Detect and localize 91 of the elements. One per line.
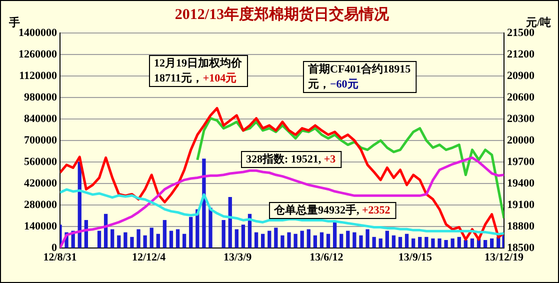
bar bbox=[490, 238, 494, 248]
y2-axis-title: 元/吨 bbox=[524, 16, 551, 29]
bar bbox=[182, 234, 186, 248]
y-tick-label: 280000 bbox=[24, 198, 58, 211]
annotation: 仓单总量94932手, +2352 bbox=[273, 203, 391, 216]
bar bbox=[470, 238, 474, 248]
y2-tick-label: 21500 bbox=[507, 26, 535, 39]
bar bbox=[222, 220, 226, 248]
y2-tick-label: 18500 bbox=[507, 242, 535, 254]
bar bbox=[280, 235, 284, 248]
bar bbox=[483, 240, 488, 248]
bar bbox=[359, 235, 363, 248]
bar bbox=[418, 236, 422, 248]
bar bbox=[300, 230, 304, 248]
bar bbox=[431, 238, 435, 248]
y-tick-label: 0 bbox=[52, 242, 58, 254]
x-tick-label: 13/12/19 bbox=[484, 251, 524, 264]
bar bbox=[412, 238, 416, 248]
bar bbox=[189, 216, 193, 248]
bar bbox=[261, 234, 265, 248]
y-tick-label: 840000 bbox=[24, 112, 58, 125]
bar bbox=[97, 230, 102, 248]
y2-tick-label: 20300 bbox=[507, 112, 535, 125]
bar bbox=[162, 220, 167, 248]
bar bbox=[136, 229, 140, 248]
bar bbox=[340, 234, 344, 248]
y2-tick-label: 19400 bbox=[507, 177, 535, 190]
annotation: 12月19日加权均价 18711元，+104元 bbox=[154, 56, 243, 84]
y2-tick-label: 21200 bbox=[507, 48, 535, 60]
bar bbox=[366, 229, 370, 248]
bar bbox=[150, 228, 154, 248]
y-tick-label: 560000 bbox=[24, 156, 58, 168]
bar bbox=[228, 196, 232, 248]
bar bbox=[372, 236, 376, 248]
bar bbox=[169, 230, 174, 248]
bar bbox=[385, 230, 389, 248]
bar bbox=[130, 236, 134, 248]
y-axis-title: 手 bbox=[8, 16, 20, 29]
bar bbox=[202, 158, 206, 248]
y-tick-label: 1120000 bbox=[19, 70, 58, 82]
bar bbox=[234, 229, 238, 248]
y2-tick-label: 20900 bbox=[507, 70, 535, 82]
bar bbox=[268, 230, 272, 248]
bar bbox=[287, 232, 291, 248]
bar bbox=[378, 238, 382, 248]
bar bbox=[398, 236, 402, 248]
y2-tick-label: 18800 bbox=[507, 220, 535, 232]
bar bbox=[326, 234, 330, 248]
x-tick-label: 13/3/9 bbox=[224, 251, 252, 264]
bar bbox=[156, 234, 160, 248]
y-tick-label: 1260000 bbox=[18, 48, 58, 60]
annotation: 328指数: 19521, +3 bbox=[246, 152, 336, 166]
bar bbox=[143, 235, 147, 248]
bar bbox=[274, 228, 278, 248]
y2-tick-label: 20600 bbox=[507, 91, 535, 104]
y2-tick-label: 19100 bbox=[507, 198, 535, 211]
bar bbox=[457, 236, 461, 248]
bar bbox=[110, 229, 114, 248]
y-tick-label: 420000 bbox=[24, 177, 58, 190]
bar bbox=[208, 208, 212, 248]
y-tick-label: 1400000 bbox=[18, 26, 58, 39]
bar bbox=[306, 229, 310, 248]
bar bbox=[320, 232, 324, 248]
bar bbox=[464, 240, 468, 248]
bar bbox=[444, 240, 448, 248]
bar bbox=[346, 230, 350, 248]
y-tick-label: 700000 bbox=[24, 134, 58, 146]
x-tick-label: 13/9/15 bbox=[398, 251, 432, 264]
bar bbox=[294, 234, 298, 248]
bar bbox=[450, 238, 454, 248]
x-tick-label: 12/8/31 bbox=[43, 251, 77, 264]
bar bbox=[254, 232, 258, 248]
bar bbox=[313, 235, 318, 248]
y-tick-label: 140000 bbox=[24, 220, 58, 232]
y2-tick-label: 20000 bbox=[507, 134, 535, 146]
chart-title: 2012/13年度郑棉期货日交易情况 bbox=[174, 4, 390, 23]
bar bbox=[424, 236, 428, 248]
bar bbox=[176, 229, 180, 248]
bar bbox=[241, 224, 246, 248]
bar bbox=[124, 232, 128, 248]
bar bbox=[352, 232, 356, 248]
y-tick-label: 980000 bbox=[24, 91, 58, 104]
annotation: 首期CF401合约18915 元，−60元 bbox=[307, 62, 412, 90]
bar bbox=[404, 234, 409, 248]
x-tick-label: 12/12/4 bbox=[132, 251, 166, 264]
bar bbox=[117, 235, 121, 248]
y2-tick-label: 19700 bbox=[507, 156, 535, 168]
x-tick-label: 13/6/12 bbox=[310, 251, 344, 264]
bar bbox=[438, 238, 442, 248]
bar bbox=[392, 235, 396, 248]
bar bbox=[332, 222, 337, 248]
